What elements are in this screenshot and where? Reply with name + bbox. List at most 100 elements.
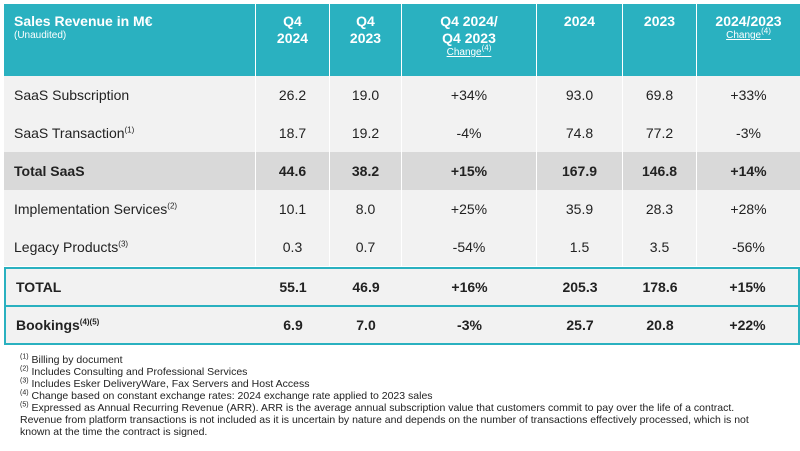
cell-2024: 25.7 [537, 306, 623, 345]
footnote: (2) Includes Consulting and Professional… [20, 365, 750, 379]
table-row-total-saas: Total SaaS 44.6 38.2 +15% 167.9 146.8 +1… [4, 152, 800, 190]
header-q4-2023-line1: Q4 [356, 13, 375, 29]
cell-q4-2023: 7.0 [330, 306, 402, 345]
cell-2024: 35.9 [537, 190, 623, 228]
cell-year-change: -56% [697, 228, 800, 266]
header-year-change-label: Change(4) [698, 26, 799, 41]
row-label-text: Bookings [16, 317, 80, 333]
cell-year-change: +15% [697, 267, 800, 306]
table-row-bookings: Bookings(4)(5) 6.9 7.0 -3% 25.7 20.8 +22… [4, 306, 800, 345]
cell-q4-change: +25% [402, 190, 537, 228]
header-2024-label: 2024 [563, 13, 596, 29]
cell-year-change: +28% [697, 190, 800, 228]
row-label-sup: (1) [124, 125, 135, 135]
spacer-cell [4, 266, 800, 267]
footnote-marker: (2) [20, 365, 29, 373]
table-title: Sales Revenue in M€ [14, 13, 153, 29]
footnote: (5) Expressed as Annual Recurring Revenu… [20, 401, 750, 439]
header-year-change: 2024/2023 Change(4) [697, 4, 800, 76]
row-label-text: Implementation Services [14, 201, 168, 217]
cell-q4-change: -3% [402, 306, 537, 345]
cell-2024: 1.5 [537, 228, 623, 266]
footnote-marker: (4) [20, 389, 29, 397]
header-q4-change-line2: Q4 2023 [442, 30, 496, 46]
header-q4-change-sup: (4) [481, 43, 492, 53]
footnote: (4) Change based on constant exchange ra… [20, 389, 750, 403]
header-year-change-sup: (4) [761, 26, 771, 36]
table-row-total: TOTAL 55.1 46.9 +16% 205.3 178.6 +15% [4, 267, 800, 306]
cell-2024: 93.0 [537, 76, 623, 114]
cell-year-change: +14% [697, 152, 800, 190]
cell-2023: 28.3 [623, 190, 697, 228]
header-q4-2024-line2: 2024 [276, 30, 309, 46]
row-label-sup: (3) [118, 239, 129, 249]
row-label: SaaS Subscription [4, 76, 256, 114]
footnote-text: Includes Esker DeliveryWare, Fax Servers… [31, 378, 310, 390]
sales-revenue-table: Sales Revenue in M€ (Unaudited) Q4 2024 … [4, 4, 800, 345]
cell-q4-2024: 44.6 [256, 152, 330, 190]
cell-q4-2023: 8.0 [330, 190, 402, 228]
cell-2023: 3.5 [623, 228, 697, 266]
cell-2023: 20.8 [623, 306, 697, 345]
cell-2023: 178.6 [623, 267, 697, 306]
table-row: Legacy Products(3) 0.3 0.7 -54% 1.5 3.5 … [4, 228, 800, 266]
row-label-text: Legacy Products [14, 239, 119, 255]
cell-2024: 205.3 [537, 267, 623, 306]
cell-q4-2024: 0.3 [256, 228, 330, 266]
footnote-marker: (3) [20, 377, 29, 385]
cell-q4-change: +15% [402, 152, 537, 190]
cell-year-change: +33% [697, 76, 800, 114]
footnote-marker: (1) [20, 353, 29, 361]
cell-q4-2023: 0.7 [330, 228, 402, 266]
row-label: TOTAL [4, 267, 256, 306]
cell-q4-2024: 6.9 [256, 306, 330, 345]
table-row: SaaS Subscription 26.2 19.0 +34% 93.0 69… [4, 76, 800, 114]
header-2023-label: 2023 [643, 13, 676, 29]
row-label: Total SaaS [4, 152, 256, 190]
cell-q4-2023: 46.9 [330, 267, 402, 306]
header-title-cell: Sales Revenue in M€ (Unaudited) [4, 4, 256, 76]
header-year-change-line1: 2024/2023 [715, 13, 782, 29]
footnote-text: Billing by document [31, 354, 123, 366]
header-q4-2024: Q4 2024 [256, 4, 330, 76]
footnote-text: Includes Consulting and Professional Ser… [31, 366, 248, 378]
row-label-sup: (4)(5) [79, 317, 100, 327]
header-2023: 2023 [623, 4, 697, 76]
cell-q4-2024: 10.1 [256, 190, 330, 228]
cell-q4-change: -54% [402, 228, 537, 266]
row-label-text: SaaS Subscription [14, 87, 130, 103]
footnote-marker: (5) [20, 401, 29, 409]
cell-q4-change: -4% [402, 114, 537, 152]
cell-q4-2024: 26.2 [256, 76, 330, 114]
row-label-sup: (2) [167, 201, 178, 211]
cell-2024: 167.9 [537, 152, 623, 190]
table-header-row: Sales Revenue in M€ (Unaudited) Q4 2024 … [4, 4, 800, 76]
row-label: SaaS Transaction(1) [4, 114, 256, 152]
cell-year-change: -3% [697, 114, 800, 152]
header-2024: 2024 [537, 4, 623, 76]
cell-q4-change: +16% [402, 267, 537, 306]
cell-2023: 146.8 [623, 152, 697, 190]
footnote: (3) Includes Esker DeliveryWare, Fax Ser… [20, 377, 750, 391]
table-row: SaaS Transaction(1) 18.7 19.2 -4% 74.8 7… [4, 114, 800, 152]
footnote: (1) Billing by document [20, 353, 750, 367]
header-q4-2023: Q4 2023 [330, 4, 402, 76]
cell-2023: 69.8 [623, 76, 697, 114]
row-spacer [4, 266, 800, 267]
header-q4-change-line1: Q4 2024/ [440, 13, 498, 29]
header-q4-2024-line1: Q4 [283, 13, 302, 29]
cell-2024: 74.8 [537, 114, 623, 152]
footnote-text: Expressed as Annual Recurring Revenue (A… [20, 402, 749, 438]
row-label-text: TOTAL [16, 279, 62, 295]
table-row: Implementation Services(2) 10.1 8.0 +25%… [4, 190, 800, 228]
row-label-text: Total SaaS [14, 163, 85, 179]
cell-q4-2024: 55.1 [256, 267, 330, 306]
cell-q4-2023: 38.2 [330, 152, 402, 190]
cell-q4-change: +34% [402, 76, 537, 114]
footnote-text: Change based on constant exchange rates:… [31, 390, 433, 402]
cell-year-change: +22% [697, 306, 800, 345]
cell-q4-2024: 18.7 [256, 114, 330, 152]
row-label-text: SaaS Transaction [14, 125, 125, 141]
row-label: Bookings(4)(5) [4, 306, 256, 345]
table-subtitle: (Unaudited) [14, 30, 67, 41]
